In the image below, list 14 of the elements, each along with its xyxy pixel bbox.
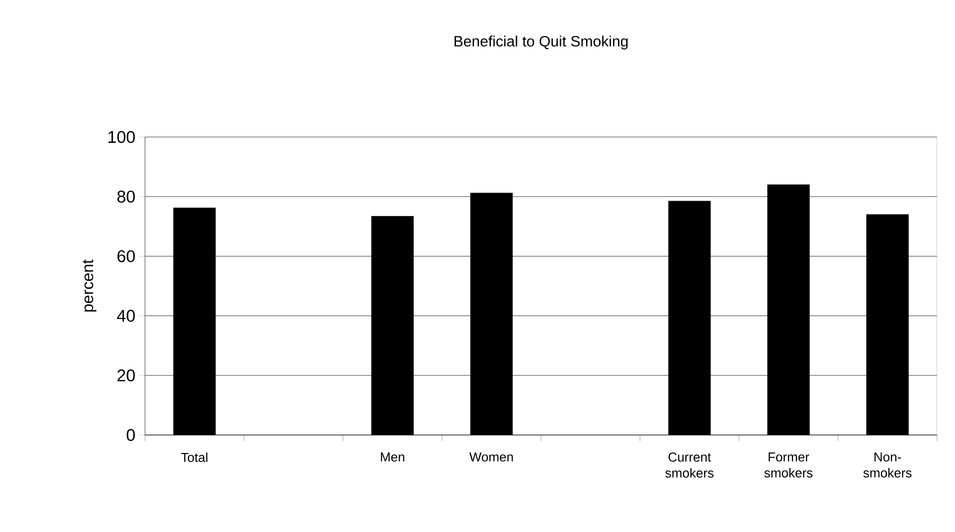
y-tick-label: 60 (118, 250, 135, 262)
y-tick-label: 20 (118, 369, 135, 382)
x-tick-label: Former smokers (764, 452, 813, 478)
y-tick-label: 80 (117, 190, 135, 203)
y-axis-title: percent (82, 260, 96, 312)
x-tick-label: Men (380, 452, 404, 462)
x-tick-label: Women (469, 452, 513, 462)
x-tick-label: Non-smokers (863, 452, 912, 478)
x-tick-label: Current smokers (665, 452, 714, 478)
chart-title: Beneficial to Quit Smoking (454, 36, 628, 50)
y-tick-label: 100 (108, 131, 135, 143)
y-tick-label: 0 (126, 429, 135, 441)
y-tick-label: 40 (117, 310, 135, 322)
x-tick-label: Total (181, 452, 208, 462)
